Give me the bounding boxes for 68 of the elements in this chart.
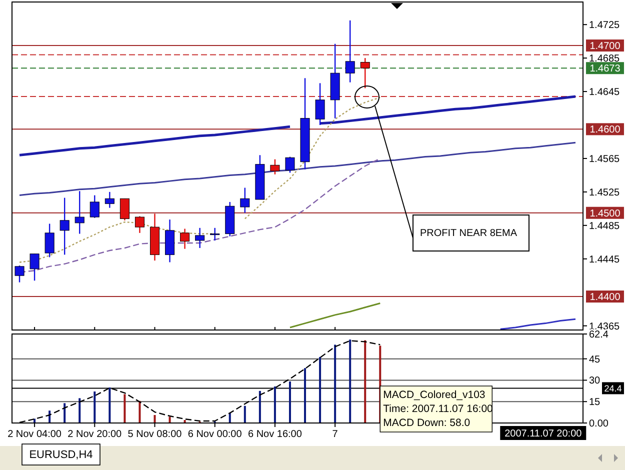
- candlestick: [180, 228, 190, 250]
- x-tick-label: 5 Nov 08:00: [128, 429, 182, 440]
- candlestick: [270, 158, 280, 175]
- candlestick: [134, 216, 144, 234]
- candlestick: [240, 187, 250, 214]
- ref-line-label: 1.4700: [590, 41, 621, 52]
- bar: [124, 394, 126, 423]
- bar: [288, 381, 291, 423]
- x-tick-label: 2 Nov 20:00: [68, 429, 122, 440]
- y-tick-label: 30: [589, 376, 601, 387]
- annotation: Time: 2007.11.07 16:00: [383, 403, 494, 415]
- candlestick: [44, 223, 54, 258]
- bar: [304, 368, 306, 423]
- y-tick-label: 15: [589, 397, 601, 408]
- ref-line-label: 1.4600: [590, 124, 621, 136]
- x-tick-label: 2 Nov 04:00: [8, 429, 62, 440]
- ref-line-label: 1.4500: [590, 208, 621, 220]
- candlestick: [315, 82, 325, 126]
- bar: [244, 406, 246, 423]
- candlestick: [60, 197, 70, 256]
- y-tick-label: 1.4565: [589, 154, 620, 165]
- annotation: PROFIT NEAR 8EMA: [420, 228, 518, 239]
- line-series: [18, 142, 576, 196]
- candlestick: [90, 194, 100, 218]
- y-tick-label: 1.4725: [589, 20, 620, 32]
- candlestick: [104, 191, 114, 208]
- bar: [108, 387, 111, 423]
- bar: [349, 340, 352, 423]
- x-tick-label: 7: [332, 429, 338, 440]
- y-tick-label: 1.4685: [589, 54, 620, 65]
- bar: [334, 344, 336, 423]
- annotation: MACD_Colored_v103: [383, 389, 486, 401]
- bar: [319, 356, 322, 423]
- x-tick-label: 6 Nov 16:00: [248, 429, 302, 440]
- bar: [78, 398, 81, 423]
- bar: [94, 391, 96, 423]
- y-tick-label: 1.4485: [589, 220, 620, 232]
- candlestick: [210, 227, 220, 242]
- bar: [258, 390, 261, 423]
- y-tick-label: 1.4445: [589, 254, 620, 266]
- bar: [168, 416, 171, 423]
- bar: [364, 340, 366, 423]
- y-tick-label: 1.4525: [589, 187, 620, 198]
- candlestick: [30, 253, 40, 282]
- y-tick-label: 45: [589, 354, 601, 366]
- candlestick: [14, 264, 24, 283]
- ref-line-label: 24.4: [604, 383, 622, 394]
- candlestick: [345, 20, 355, 83]
- ref-line-label: 1.4400: [590, 292, 621, 304]
- candlestick: [285, 156, 295, 174]
- y-tick-label: 1.4645: [589, 87, 620, 98]
- ref-line-label: 1.4673: [590, 64, 621, 75]
- text: 2007.11.07 20:00: [504, 428, 582, 440]
- candlestick: [120, 198, 130, 221]
- text: EURUSD,H4: [29, 449, 93, 461]
- bar: [274, 386, 276, 423]
- bar: [138, 400, 141, 423]
- line-series: [500, 318, 576, 330]
- bar: [64, 403, 66, 423]
- annotation: MACD Down: 58.0: [383, 417, 470, 429]
- bar: [154, 415, 156, 423]
- candlestick: [74, 190, 84, 234]
- y-tick-label: 62.4: [589, 330, 609, 340]
- x-tick-label: 6 Nov 00:00: [188, 429, 242, 440]
- line-series: [289, 302, 381, 328]
- candlestick: [195, 227, 205, 249]
- candlestick: [360, 57, 370, 89]
- y-tick-label: 0.00: [589, 418, 609, 430]
